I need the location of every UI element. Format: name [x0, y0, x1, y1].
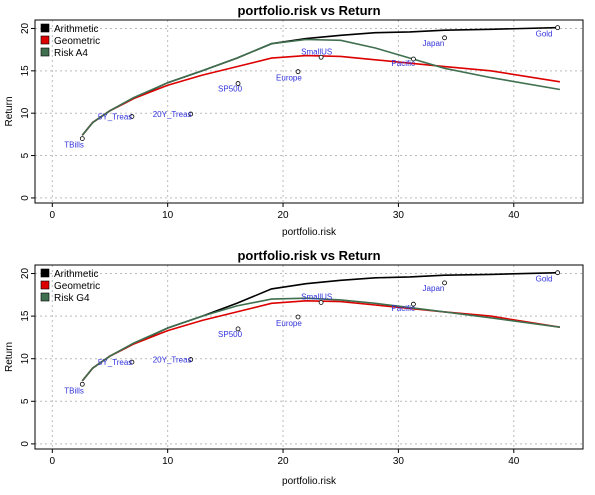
x-tick-label: 10 — [162, 456, 174, 467]
legend-entry: Risk G4 — [54, 293, 90, 304]
asset-point — [555, 25, 561, 31]
y-tick-label: 15 — [20, 310, 31, 322]
x-tick-label: 30 — [393, 210, 405, 221]
y-tick-label: 20 — [20, 268, 31, 280]
asset-label: 5Y_Treas — [98, 113, 132, 122]
y-tick-label: 10 — [20, 353, 31, 365]
asset-point — [235, 81, 241, 86]
asset-point — [129, 359, 135, 365]
asset-label: Gold — [536, 275, 553, 284]
series-line-risk-g4 — [81, 297, 561, 382]
asset-point — [188, 111, 194, 117]
asset-label: Japan — [423, 284, 445, 293]
legend-swatch — [40, 35, 50, 45]
asset-label: Pacific — [391, 59, 415, 68]
y-tick-label: 15 — [20, 65, 31, 77]
asset-label: TBills — [64, 386, 84, 395]
y-tick-label: 5 — [20, 152, 31, 158]
x-tick-label: 20 — [277, 210, 289, 221]
asset-point — [318, 300, 324, 305]
legend-entry: Risk A4 — [54, 48, 88, 59]
legend-swatch — [40, 292, 50, 302]
legend-swatch — [40, 268, 50, 278]
asset-label: Pacific — [391, 304, 415, 313]
legend-entry: Geometric — [54, 281, 100, 292]
asset-point — [442, 280, 447, 286]
asset-point — [79, 381, 85, 387]
asset-label: Japan — [423, 39, 445, 48]
series-line-arithmetic — [81, 271, 560, 382]
legend-swatch — [40, 23, 50, 33]
legend-swatch — [40, 280, 50, 290]
y-tick-label: 5 — [20, 398, 31, 404]
series-line-arithmetic — [81, 26, 560, 136]
asset-label: 5Y_Treas — [98, 358, 132, 367]
y-tick-label: 0 — [20, 441, 31, 447]
asset-label: TBills — [64, 141, 84, 150]
chart-title: portfolio.risk vs Return — [237, 3, 380, 18]
asset-label: Gold — [536, 30, 553, 39]
asset-point — [295, 314, 301, 320]
chart-panel-2: portfolio.risk vs Return 0 10 20 30 40 0 5 10 15 2… — [4, 248, 584, 487]
asset-label: 20Y_Treas — [153, 110, 192, 119]
asset-point — [318, 54, 324, 60]
x-tick-label: 40 — [508, 456, 520, 467]
asset-point — [555, 270, 561, 276]
x-tick-label: 0 — [50, 456, 56, 467]
legend-entry: Arithmetic — [54, 269, 98, 280]
x-axis-label: portfolio.risk — [282, 227, 337, 238]
plot-frame — [34, 19, 584, 204]
asset-point — [129, 114, 135, 119]
asset-point — [442, 35, 447, 41]
y-axis-label: Return — [4, 342, 15, 372]
x-axis-label: portfolio.risk — [282, 476, 337, 487]
legend-swatch — [40, 47, 50, 57]
x-tick-label: 30 — [393, 456, 405, 467]
x-tick-label: 10 — [162, 210, 174, 221]
asset-label: Europe — [276, 319, 302, 328]
chart-panel-1: portfolio.risk vs Return 0 10 20 30 40 0 5 10 15 2… — [4, 3, 584, 238]
series-line-risk-a4 — [81, 38, 561, 136]
asset-label: SmallUS — [301, 292, 332, 301]
asset-point — [79, 136, 85, 142]
asset-point — [295, 69, 301, 75]
asset-label: SP500 — [218, 330, 243, 339]
asset-label: 20Y_Treas — [153, 356, 192, 365]
series-line-geometric — [81, 299, 561, 382]
x-tick-label: 40 — [508, 210, 520, 221]
y-tick-label: 20 — [20, 22, 31, 34]
series-line-geometric — [81, 54, 561, 136]
asset-label: SmallUS — [301, 47, 332, 56]
x-tick-label: 20 — [277, 456, 289, 467]
chart-title: portfolio.risk vs Return — [237, 248, 380, 263]
plot-frame — [34, 264, 584, 450]
asset-point — [411, 56, 416, 62]
asset-label: SP500 — [218, 85, 243, 94]
y-tick-label: 0 — [20, 195, 31, 201]
asset-label: Europe — [276, 74, 302, 83]
asset-point — [235, 326, 241, 332]
y-axis-label: Return — [4, 96, 15, 126]
legend-entry: Arithmetic — [54, 24, 98, 35]
legend-entry: Geometric — [54, 36, 100, 47]
y-tick-label: 10 — [20, 107, 31, 119]
asset-point — [411, 301, 416, 307]
asset-point — [188, 357, 194, 362]
x-tick-label: 0 — [50, 210, 56, 221]
